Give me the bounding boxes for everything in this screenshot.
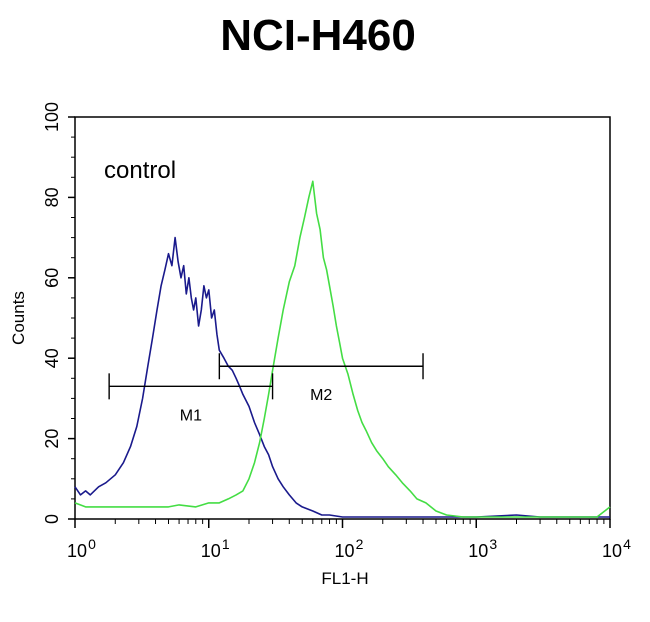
x-tick-exponent: 2 bbox=[356, 536, 364, 552]
x-tick-exponent: 4 bbox=[623, 536, 631, 552]
y-tick-label: 20 bbox=[42, 429, 62, 449]
chart-title: NCI-H460 bbox=[220, 11, 416, 60]
x-axis: 10 0 10 1 10 2 10 3 10 4 bbox=[67, 519, 631, 561]
gate-layer: M1 M2 bbox=[108, 353, 424, 424]
y-tick-label: 0 bbox=[42, 514, 62, 524]
x-tick-label: 10 bbox=[334, 541, 354, 561]
y-axis: 0 20 40 60 80 100 bbox=[42, 102, 75, 524]
x-tick-exponent: 0 bbox=[88, 536, 96, 552]
y-tick-label: 40 bbox=[42, 348, 62, 368]
y-tick-label: 60 bbox=[42, 268, 62, 288]
control-annotation: control bbox=[104, 157, 176, 184]
histogram-series-2 bbox=[74, 180, 611, 518]
x-tick-exponent: 1 bbox=[222, 536, 230, 552]
gate-m2-label: M2 bbox=[310, 387, 332, 404]
y-tick-label: 80 bbox=[42, 187, 62, 207]
x-tick-label: 10 bbox=[468, 541, 488, 561]
y-axis-label: Counts bbox=[9, 291, 28, 345]
x-tick-exponent: 3 bbox=[489, 536, 497, 552]
y-tick-label: 100 bbox=[42, 102, 62, 132]
histogram-series-1 bbox=[74, 236, 610, 518]
x-axis-label: FL1-H bbox=[321, 569, 368, 588]
x-tick-label: 10 bbox=[602, 541, 622, 561]
gate-m1-label: M1 bbox=[180, 407, 202, 424]
series-layer bbox=[74, 180, 611, 518]
x-tick-label: 10 bbox=[67, 541, 87, 561]
x-tick-label: 10 bbox=[201, 541, 221, 561]
